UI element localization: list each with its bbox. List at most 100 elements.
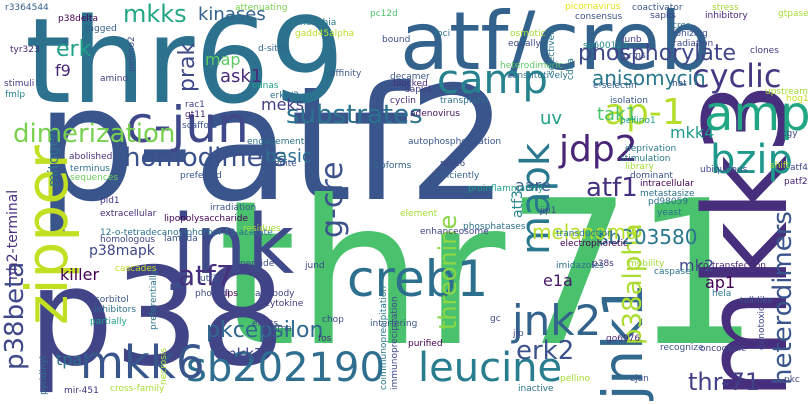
word-lambda: lambda xyxy=(164,234,198,244)
word-tagged: tagged xyxy=(85,24,117,34)
word-antibody: antibody xyxy=(255,289,295,299)
word-coimmunoprecipitation: coimmunoprecipitation xyxy=(379,285,389,390)
word-transplatin: transplatin xyxy=(440,96,489,106)
word-foci: foci xyxy=(434,29,451,39)
word-pellino1: pellino1 xyxy=(620,116,656,126)
word-mk2: mk2 xyxy=(679,256,715,275)
word-bound: bound xyxy=(382,35,411,45)
word-atf4: atf4 xyxy=(790,163,808,173)
word-deprivation: deprivation xyxy=(625,144,677,154)
word-fos: fos xyxy=(318,334,332,344)
word-peptide: peptide xyxy=(240,259,275,269)
word-blocked: blocked xyxy=(393,79,428,89)
word-bzip: bzip xyxy=(710,137,793,183)
word-sb203580: sb203580 xyxy=(598,225,698,249)
word-affinity: affinity xyxy=(330,69,362,79)
word-tak1: tak1 xyxy=(597,104,637,125)
word-cyclin: cyclin xyxy=(390,96,416,106)
word-terminus: terminus xyxy=(70,164,110,174)
word-dominant: dominant xyxy=(630,171,673,181)
word-p38delta: p38delta xyxy=(58,14,98,24)
word-oncogenic: oncogenic xyxy=(700,344,747,354)
word-amino: amino xyxy=(100,74,128,84)
word-ask1: ask1 xyxy=(220,66,263,87)
word-thr71: thr71 xyxy=(218,158,760,391)
word-r3364544: r3364544 xyxy=(5,3,49,13)
word-tyr323: tyr323 xyxy=(10,45,40,55)
word-attenuating: attenuating xyxy=(235,3,288,13)
word-leucine: leucine xyxy=(418,345,563,391)
word-necrosis: necrosis xyxy=(159,347,169,385)
word-meks: meks xyxy=(261,95,305,114)
word-lipopolysaccharide: lipopolysaccharide xyxy=(164,214,249,224)
word-escherichia: escherichia xyxy=(285,18,337,28)
word-erk1-2: erk1/2 xyxy=(270,91,299,101)
word-c-jun: c-jun xyxy=(126,96,249,154)
word-coactivator: coactivator xyxy=(632,3,683,13)
word-prak: prak xyxy=(175,42,200,92)
word-ap-1: ap-1 xyxy=(604,92,685,133)
word-pkc: pkc xyxy=(784,375,800,385)
word-sapk4: sapk4 xyxy=(405,85,432,95)
word-jdp2: jdp2 xyxy=(559,129,638,170)
word-cjun: cjun xyxy=(630,374,649,384)
word-cytokine: cytokine xyxy=(265,299,304,309)
word-genotoxic: genotoxic xyxy=(757,306,767,350)
word-sorbitol: sorbitol xyxy=(95,295,129,305)
word-stimulation: stimulation xyxy=(620,154,671,164)
word-gt11: gt11 xyxy=(185,110,206,120)
word-nh2-terminal: nh2-terminal xyxy=(5,189,21,280)
word-sirna: sirna xyxy=(270,324,292,334)
word-homodimers: homodimers xyxy=(124,143,287,173)
word-scaffold: scaffold xyxy=(182,121,218,131)
word-cross-family: cross-family xyxy=(110,384,165,394)
word-arsenite: arsenite xyxy=(260,159,297,169)
word-hela: hela xyxy=(712,289,732,299)
word-pd98059: pd98059 xyxy=(648,197,689,207)
word-g-cre: g-cre xyxy=(315,161,350,239)
word-preferred: preferred xyxy=(180,171,222,181)
word-hog1: hog1 xyxy=(786,94,808,104)
word-efficiently: efficiently xyxy=(435,171,480,181)
word-proinflammatory: proinflammatory xyxy=(468,184,544,194)
word-mkk7: mkk7 xyxy=(222,345,264,363)
word-stimuli: stimuli xyxy=(4,79,35,89)
word-interfering: interfering xyxy=(370,319,418,329)
word-isoforms: isoforms xyxy=(373,161,412,171)
word-extracellular: extracellular xyxy=(100,209,157,219)
word-intracellular: intracellular xyxy=(640,179,694,189)
word-cascades: cascades xyxy=(115,264,157,274)
word-jip: jip xyxy=(513,329,524,339)
word-lps: lps xyxy=(225,289,238,299)
word-d-sites: d-sites xyxy=(258,44,288,54)
word-cyclic: cyclic xyxy=(692,57,782,95)
word-map: map xyxy=(205,50,241,69)
word-junb: junb xyxy=(622,35,642,45)
word-elicits: elicits xyxy=(252,319,279,329)
word-caspase: caspase xyxy=(654,267,691,277)
word-enhanceosome: enhanceosome xyxy=(420,227,489,237)
word-f9: f9 xyxy=(55,61,71,80)
word-jnk: jnk xyxy=(172,198,295,293)
word-rac1: rac1 xyxy=(185,100,205,110)
word-atf1: atf1 xyxy=(586,173,638,203)
word-patf2: patf2 xyxy=(784,177,808,187)
word-shift: shift xyxy=(770,161,790,171)
word-jip1: jip1 xyxy=(540,206,557,216)
word-cres: cres xyxy=(672,21,691,31)
word-mkks: mkks xyxy=(123,0,187,28)
word-purified: purified xyxy=(408,339,443,349)
word-tgy: tgy xyxy=(783,129,798,139)
word-autophosphorylation: autophosphorylation xyxy=(408,137,502,147)
word-residues: residues xyxy=(243,224,281,234)
word-tpa: tpa xyxy=(56,350,83,369)
word-consensus: consensus xyxy=(575,12,623,22)
word-basic: basic xyxy=(265,146,312,167)
word-cdnas: cdnas xyxy=(252,81,279,91)
word-go6976: go6976 xyxy=(606,334,641,344)
word-decamer: decamer xyxy=(390,72,430,82)
word-constitutively: constitutively xyxy=(507,71,568,81)
word-gtpase: gtpase xyxy=(778,9,808,19)
word-clones: clones xyxy=(750,46,779,56)
